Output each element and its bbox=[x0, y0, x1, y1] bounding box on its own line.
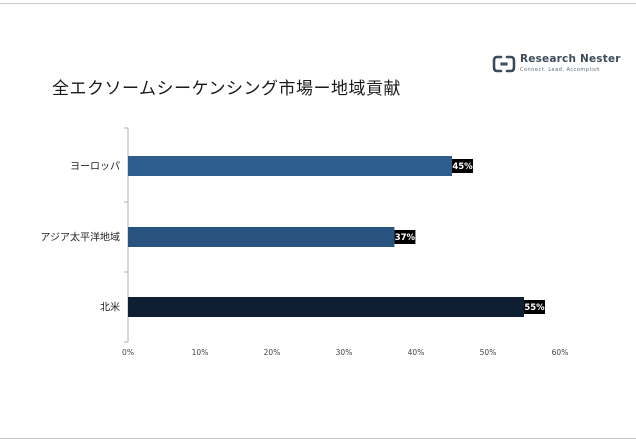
chart-title: 全エクソームシーケンシング市場ー地域貢献 bbox=[52, 79, 401, 99]
x-tick-label: 20% bbox=[264, 348, 281, 357]
bar-north-america bbox=[128, 297, 524, 317]
data-label: 55% bbox=[524, 303, 545, 313]
x-tick-label: 60% bbox=[552, 348, 569, 357]
x-tick-label: 0% bbox=[122, 348, 134, 357]
data-label-background bbox=[452, 159, 473, 173]
x-tick-label: 10% bbox=[192, 348, 209, 357]
x-tick-label: 50% bbox=[480, 348, 497, 357]
data-label-background bbox=[524, 300, 545, 314]
bar-europe bbox=[128, 156, 452, 176]
bottom-divider bbox=[0, 438, 636, 439]
logo-name: Research Nester bbox=[520, 53, 621, 65]
category-label: アジア太平洋地域 bbox=[40, 231, 120, 244]
data-label-background bbox=[394, 230, 416, 244]
bar-asia-pacific bbox=[128, 227, 395, 247]
logo-tagline: Connect. Lead. Accomplish bbox=[520, 67, 601, 73]
category-label: 北米 bbox=[100, 301, 120, 314]
category-label: ヨーロッパ bbox=[70, 161, 120, 173]
x-tick-label: 30% bbox=[336, 348, 353, 357]
logo-mark-icon bbox=[492, 55, 516, 73]
research-nester-logo: Research Nester Connect. Lead. Accomplis… bbox=[492, 52, 620, 78]
top-divider bbox=[0, 3, 636, 4]
data-label: 37% bbox=[395, 233, 416, 243]
x-tick-label: 40% bbox=[408, 348, 425, 357]
data-label: 45% bbox=[452, 162, 473, 172]
